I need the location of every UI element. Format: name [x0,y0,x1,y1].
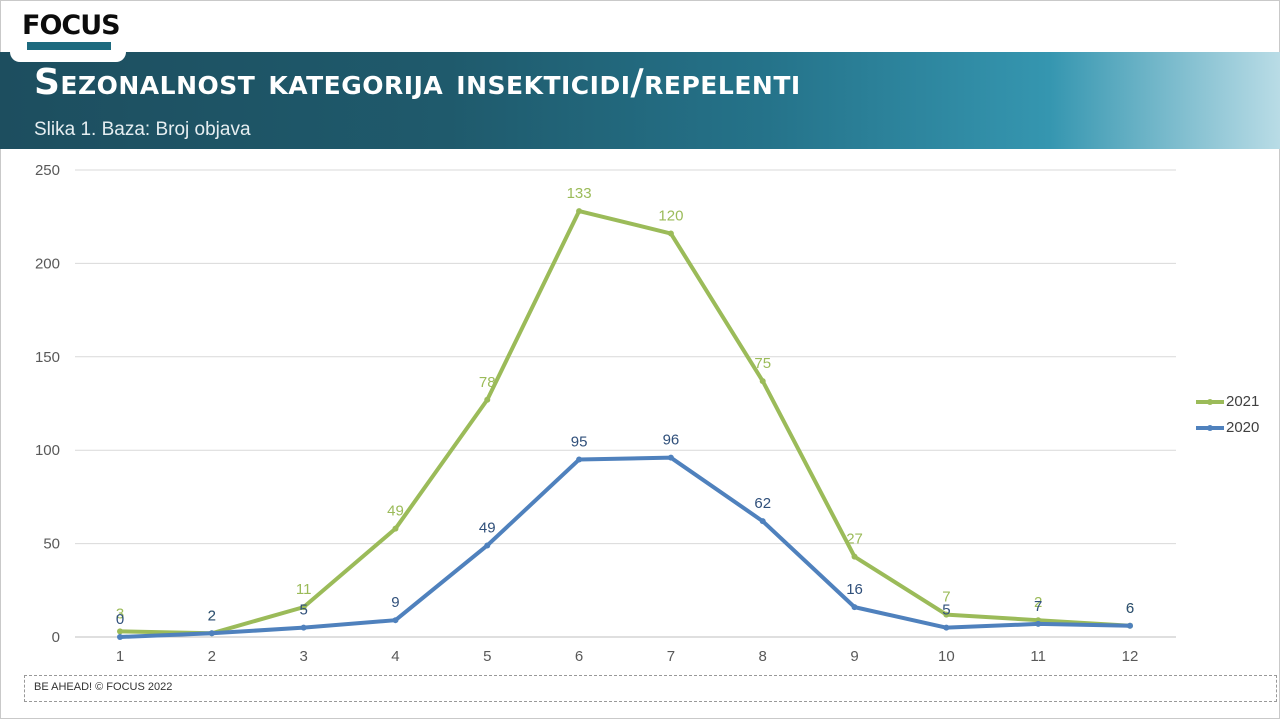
footer-text: BE AHEAD! © FOCUS 2022 [34,681,173,693]
legend-swatch-2020 [1196,424,1224,431]
data-label-2021: 49 [387,503,404,520]
x-tick-label: 11 [1030,648,1046,665]
x-tick-label: 3 [299,648,307,665]
x-tick-label: 12 [1122,648,1139,665]
data-label-2020: 6 [1126,600,1134,617]
data-point-2020 [576,456,583,463]
logo-underline [27,42,111,50]
data-label-2020: 96 [663,432,680,449]
x-tick-label: 2 [208,648,216,665]
data-label-2021: 133 [567,185,592,202]
data-label-2020: 0 [116,611,124,628]
data-point-2021 [851,553,858,560]
data-label-2020: 5 [299,602,307,619]
x-tick-label: 4 [391,648,399,665]
data-point-2020 [300,624,307,631]
data-label-2020: 49 [479,519,496,536]
data-point-2021 [759,378,766,385]
y-tick-label: 100 [35,442,60,459]
legend-item-2021: 2021 [1196,393,1259,410]
legend-item-2020: 2020 [1196,419,1259,436]
data-point-2021 [667,230,674,237]
data-label-2020: 9 [391,594,399,611]
data-label-2021: 7 [942,589,950,606]
x-tick-label: 7 [667,648,675,665]
legend-swatch-2021 [1196,398,1224,405]
data-point-2020 [851,604,858,611]
data-label-2021: 3 [116,605,124,622]
footer-box: BE AHEAD! © FOCUS 2022 [24,675,1277,702]
legend-label-2021: 2021 [1226,393,1260,410]
y-tick-label: 50 [43,536,60,553]
x-tick-label: 8 [759,648,767,665]
data-point-2021 [300,604,307,611]
data-point-2020 [759,518,766,525]
data-point-2020 [117,634,123,640]
y-tick-label: 150 [35,349,60,366]
data-point-2020 [208,630,215,637]
data-label-2021: 2 [1034,594,1042,611]
y-tick-label: 250 [35,162,60,179]
title-banner [0,52,1280,149]
x-tick-label: 1 [116,648,124,665]
x-tick-label: 10 [938,648,955,665]
data-point-2020 [392,617,399,624]
data-label-2021: 2 [208,607,216,624]
x-tick-label: 5 [483,648,491,665]
legend-label-2020: 2020 [1226,419,1260,436]
data-point-2020 [943,624,950,631]
focus-logo: FOCUS [22,10,121,41]
x-tick-label: 6 [575,648,583,665]
y-tick-label: 0 [52,629,60,646]
data-label-2020: 62 [754,495,771,512]
data-point-2021 [576,208,583,215]
data-point-2021 [117,628,123,635]
data-point-2021 [484,396,491,403]
page-subtitle: Slika 1. Baza: Broj objava [34,119,251,140]
data-label-2021: 11 [296,581,312,598]
data-label-2021: 75 [754,355,771,372]
data-label-2020: 2 [208,607,216,624]
data-point-2020 [484,542,491,549]
data-point-2020 [1127,622,1133,629]
data-point-2020 [1035,620,1042,627]
data-label-2020: 95 [571,434,588,451]
series-line-2020 [118,455,1132,639]
data-label-2021: 27 [846,531,863,548]
data-label-2021: 78 [479,374,496,391]
data-label-2020: 5 [942,602,950,619]
data-point-2021 [392,525,399,532]
data-label-2021: 120 [658,208,683,225]
data-label-2020: 16 [846,581,863,598]
y-tick-label: 200 [35,255,60,272]
data-point-2021 [943,611,950,618]
data-label-2021: 6 [1126,600,1134,617]
data-label-2020: 7 [1034,598,1042,615]
page-title: Sezonalnost kategorija insekticidi/repel… [34,62,801,103]
x-tick-label: 9 [850,648,858,665]
data-point-2020 [667,454,674,461]
logo-tab [10,4,126,62]
series-line-2021 [118,209,1132,636]
